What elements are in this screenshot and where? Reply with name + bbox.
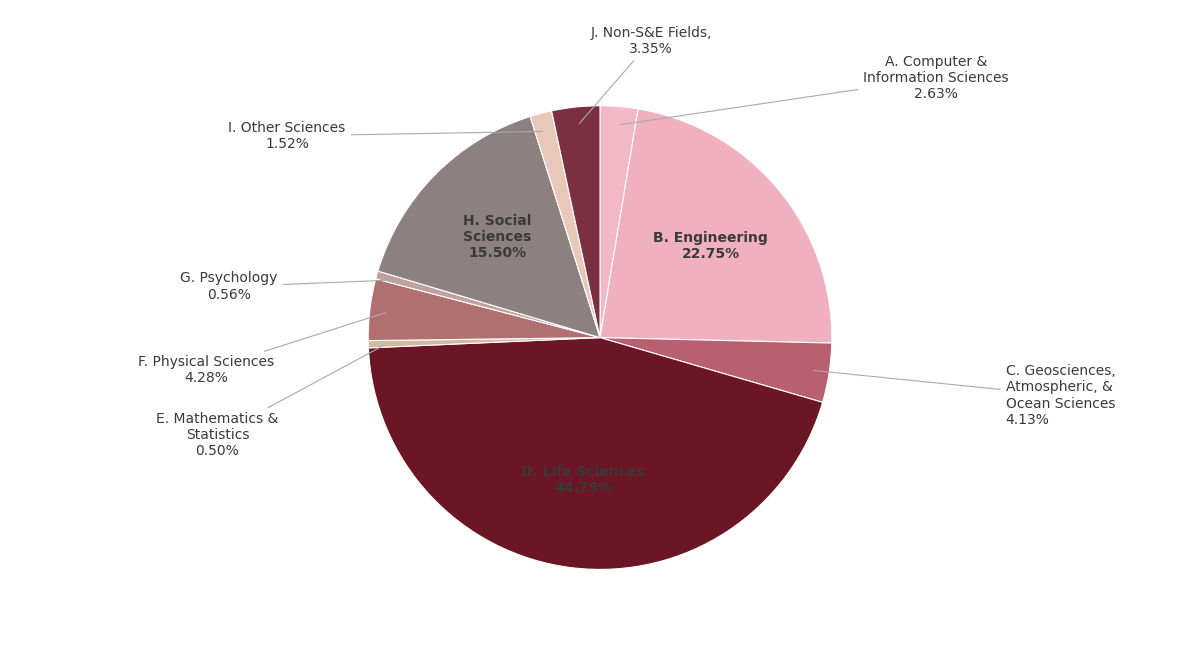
Text: C. Geosciences,
Atmospheric, &
Ocean Sciences
4.13%: C. Geosciences, Atmospheric, & Ocean Sci… — [814, 364, 1116, 427]
Wedge shape — [552, 106, 600, 338]
Text: D. Life Sciences
44.79%: D. Life Sciences 44.79% — [521, 465, 644, 496]
Wedge shape — [530, 111, 600, 338]
Wedge shape — [600, 106, 638, 338]
Text: E. Mathematics &
Statistics
0.50%: E. Mathematics & Statistics 0.50% — [156, 345, 384, 458]
Text: B. Engineering
22.75%: B. Engineering 22.75% — [653, 231, 768, 261]
Text: H. Social
Sciences
15.50%: H. Social Sciences 15.50% — [463, 213, 532, 260]
Wedge shape — [368, 279, 600, 340]
Text: I. Other Sciences
1.52%: I. Other Sciences 1.52% — [228, 121, 542, 151]
Text: F. Physical Sciences
4.28%: F. Physical Sciences 4.28% — [138, 312, 385, 385]
Wedge shape — [368, 338, 822, 569]
Text: A. Computer &
Information Sciences
2.63%: A. Computer & Information Sciences 2.63% — [620, 55, 1009, 125]
Wedge shape — [600, 109, 832, 343]
Wedge shape — [368, 338, 600, 348]
Text: J. Non-S&E Fields,
3.35%: J. Non-S&E Fields, 3.35% — [580, 26, 712, 123]
Wedge shape — [376, 271, 600, 338]
Text: G. Psychology
0.56%: G. Psychology 0.56% — [180, 271, 392, 302]
Wedge shape — [378, 117, 600, 338]
Wedge shape — [600, 338, 832, 402]
